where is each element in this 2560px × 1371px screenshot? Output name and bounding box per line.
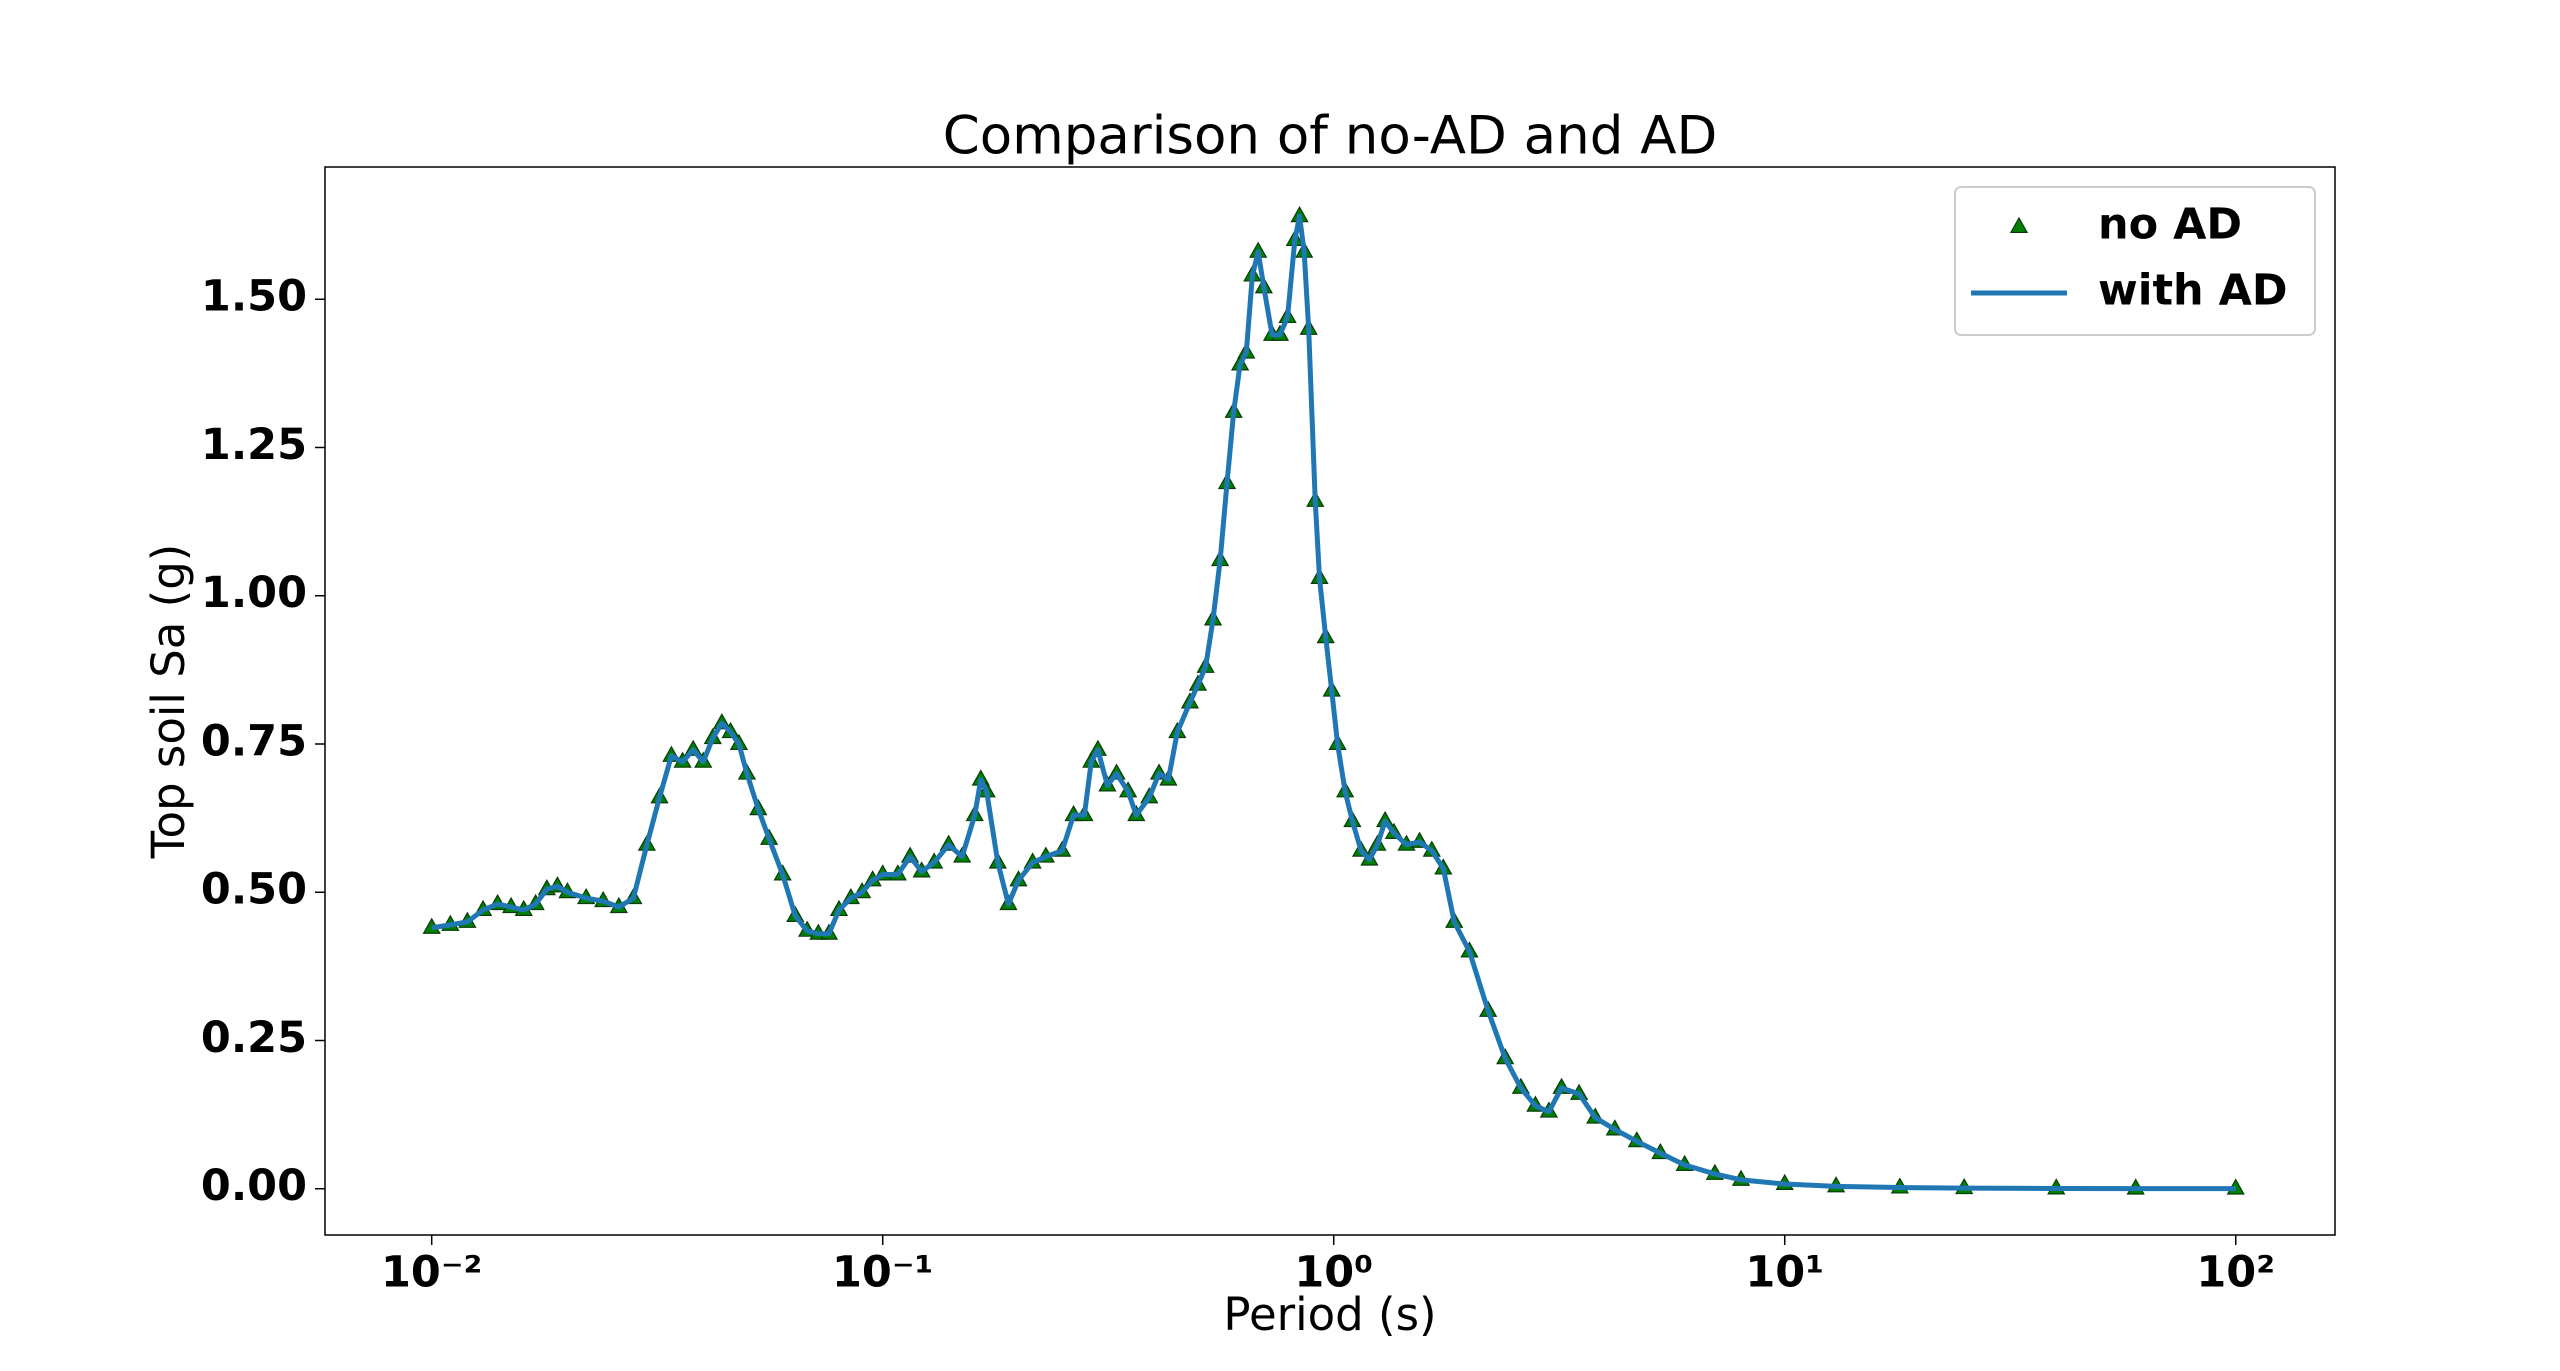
series-line (431, 213, 2236, 1192)
y-tick-label: 1.50 (201, 272, 307, 322)
chart-title: Comparison of no-AD and AD (943, 106, 1718, 167)
y-axis-label: Top soil Sa (g) (142, 544, 195, 860)
y-tick-label: 1.00 (201, 568, 307, 618)
y-tick-label: 0.75 (201, 716, 307, 766)
x-tick-label: 10⁻² (381, 1248, 482, 1298)
x-tick-label: 10¹ (1745, 1248, 1824, 1298)
y-tick-label: 0.00 (201, 1161, 307, 1211)
legend-label: no AD (2098, 200, 2242, 250)
legend: no AD with AD (1954, 186, 2316, 336)
legend-marker (2009, 216, 2029, 233)
legend-label: with AD (2098, 266, 2288, 316)
y-tick-label: 1.25 (201, 420, 307, 470)
x-tick-label: 10² (2196, 1248, 2275, 1298)
x-tick-label: 10⁻¹ (832, 1248, 933, 1298)
plot-frame (324, 166, 2336, 1236)
y-tick-label: 0.25 (201, 1013, 307, 1063)
x-tick-label: 10⁰ (1294, 1248, 1373, 1298)
legend-box (1954, 186, 2316, 336)
y-tick-label: 0.50 (201, 865, 307, 915)
x-axis-label: Period (s) (1223, 1288, 1436, 1341)
